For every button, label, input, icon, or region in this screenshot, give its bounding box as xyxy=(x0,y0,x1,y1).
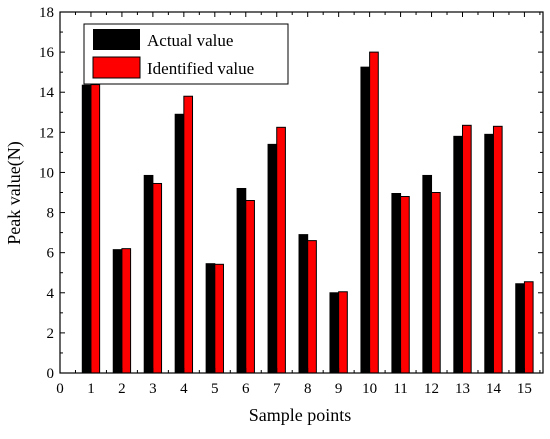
bar-identified-10 xyxy=(369,51,379,374)
y-tick-label-12: 12 xyxy=(39,125,54,141)
bar-actual-7 xyxy=(267,143,278,374)
legend-label-actual: Actual value xyxy=(147,31,233,50)
bar-actual-14 xyxy=(484,133,494,374)
x-tick-label-8: 8 xyxy=(304,381,312,397)
bar-actual-6 xyxy=(236,187,247,374)
y-tick-label-14: 14 xyxy=(39,85,55,101)
x-tick-label-14: 14 xyxy=(486,381,502,397)
bar-actual-2 xyxy=(112,249,123,374)
bar-actual-4 xyxy=(174,113,185,374)
y-tick-label-18: 18 xyxy=(39,5,54,21)
bar-identified-5 xyxy=(214,263,224,374)
bar-identified-3 xyxy=(152,182,163,374)
x-tick-label-11: 11 xyxy=(393,381,407,397)
x-tick-label-9: 9 xyxy=(335,381,343,397)
legend-swatch-identified xyxy=(92,56,141,79)
bar-identified-9 xyxy=(338,291,348,374)
bar-actual-12 xyxy=(422,174,433,374)
bar-identified-11 xyxy=(400,196,410,374)
legend-swatch-actual xyxy=(93,29,140,50)
bar-actual-8 xyxy=(298,234,309,374)
x-tick-label-1: 1 xyxy=(87,381,95,397)
x-tick-label-7: 7 xyxy=(273,381,281,397)
x-tick-label-4: 4 xyxy=(180,381,188,397)
y-tick-label-10: 10 xyxy=(39,165,54,181)
bar-identified-7 xyxy=(276,126,286,374)
y-tick-label-2: 2 xyxy=(47,326,55,342)
x-tick-label-15: 15 xyxy=(517,381,532,397)
y-tick-label-16: 16 xyxy=(39,45,55,61)
bars-layer xyxy=(81,51,534,374)
y-tick-label-0: 0 xyxy=(47,366,55,382)
bar-identified-6 xyxy=(245,200,255,374)
bar-identified-8 xyxy=(307,240,317,374)
x-tick-label-3: 3 xyxy=(149,381,157,397)
bar-actual-11 xyxy=(391,193,402,374)
bar-actual-3 xyxy=(143,174,154,374)
legend: Actual value Identified value xyxy=(83,23,289,85)
x-tick-label-12: 12 xyxy=(424,381,439,397)
x-tick-label-13: 13 xyxy=(455,381,470,397)
bar-identified-14 xyxy=(492,125,503,374)
bar-actual-13 xyxy=(453,135,463,374)
bar-identified-1 xyxy=(90,84,101,374)
x-tick-label-0: 0 xyxy=(56,381,64,397)
bar-identified-15 xyxy=(523,281,534,374)
bar-actual-10 xyxy=(360,66,371,374)
bar-identified-13 xyxy=(462,124,472,374)
bar-actual-1 xyxy=(81,84,92,374)
bar-actual-5 xyxy=(205,263,216,374)
x-axis-label: Sample points xyxy=(249,405,352,425)
y-tick-label-8: 8 xyxy=(47,206,55,222)
y-tick-label-6: 6 xyxy=(47,246,55,262)
bar-identified-12 xyxy=(431,192,441,374)
y-axis-label: Peak value(N) xyxy=(4,141,25,244)
bar-actual-9 xyxy=(329,292,340,374)
x-tick-label-5: 5 xyxy=(211,381,219,397)
bar-identified-4 xyxy=(183,95,194,374)
bar-identified-2 xyxy=(121,248,132,374)
x-tick-label-2: 2 xyxy=(118,381,126,397)
x-tick-label-10: 10 xyxy=(362,381,377,397)
x-tick-label-6: 6 xyxy=(242,381,250,397)
y-tick-label-4: 4 xyxy=(47,286,55,302)
legend-label-identified: Identified value xyxy=(147,59,254,78)
bar-actual-15 xyxy=(515,283,525,374)
